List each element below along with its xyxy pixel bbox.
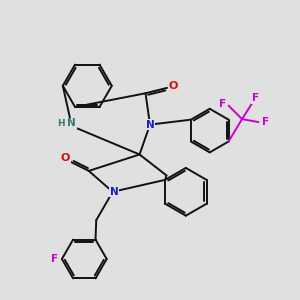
Text: N: N <box>68 118 76 128</box>
Text: F: F <box>51 254 58 264</box>
Text: N: N <box>146 120 154 130</box>
Text: H: H <box>58 118 65 127</box>
Text: N: N <box>110 187 118 197</box>
Text: F: F <box>262 117 269 127</box>
Text: O: O <box>61 153 70 164</box>
Text: F: F <box>252 93 259 103</box>
Text: F: F <box>219 99 226 109</box>
Text: O: O <box>168 81 178 92</box>
